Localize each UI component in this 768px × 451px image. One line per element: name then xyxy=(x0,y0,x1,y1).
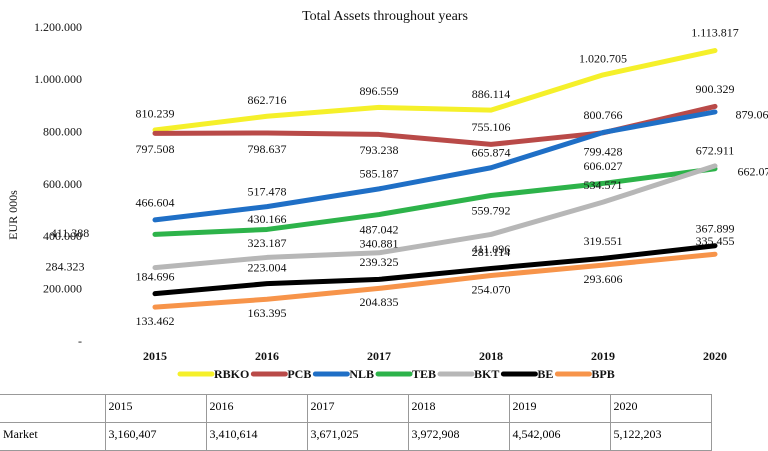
data-label: 184.696 xyxy=(136,269,175,283)
data-label: 797.508 xyxy=(136,142,175,156)
data-label: 900.329 xyxy=(696,82,735,96)
x-tick-label: 2018 xyxy=(479,349,503,363)
y-tick-label: 1.200.000 xyxy=(34,20,82,34)
table-header-cell: 2018 xyxy=(408,395,509,423)
legend-label: BPB xyxy=(591,367,614,381)
data-label: 672.911 xyxy=(696,144,735,158)
data-label: 204.835 xyxy=(360,295,399,309)
x-tick-label: 2015 xyxy=(143,349,167,363)
chart-title: Total Assets throughout years xyxy=(302,9,468,24)
data-label: 896.559 xyxy=(360,84,399,98)
data-label: 606.027 xyxy=(584,159,623,173)
y-axis-label: EUR 000s xyxy=(6,190,20,240)
data-label: 319.551 xyxy=(584,234,623,248)
table-cell: 5,122,203 xyxy=(610,423,711,451)
series-line xyxy=(155,51,715,130)
data-label: 293.606 xyxy=(584,272,623,286)
legend-label: PCB xyxy=(287,367,311,381)
data-label: 133.462 xyxy=(136,314,175,328)
y-tick-label: 600.000 xyxy=(43,177,82,191)
data-label: 799.428 xyxy=(584,145,623,159)
data-label: 886.114 xyxy=(472,87,511,101)
x-tick-label: 2020 xyxy=(703,349,727,363)
table-cell: 3,972,908 xyxy=(408,423,509,451)
data-label: 335.455 xyxy=(696,234,735,248)
data-label: 534.571 xyxy=(584,178,623,192)
table-cell: 3,410,614 xyxy=(206,423,307,451)
legend-label: NLB xyxy=(349,367,374,381)
legend-label: BKT xyxy=(474,367,499,381)
data-label: 254.070 xyxy=(472,282,511,296)
legend-label: BE xyxy=(537,367,553,381)
table-cell: Market xyxy=(0,423,105,451)
series-line xyxy=(155,246,715,294)
x-tick-label: 2017 xyxy=(367,349,391,363)
data-label: 559.792 xyxy=(472,203,511,217)
x-tick-label: 2016 xyxy=(255,349,279,363)
data-label: 323.187 xyxy=(248,236,287,250)
data-label: 862.716 xyxy=(248,93,287,107)
data-label: 1.113.817 xyxy=(691,25,739,39)
table-cell: 4,542,006 xyxy=(509,423,610,451)
y-tick-label: 200.000 xyxy=(43,281,82,295)
data-label: 487.042 xyxy=(360,222,399,236)
data-label: 223.004 xyxy=(248,260,287,274)
table-cell: 3,160,407 xyxy=(105,423,206,451)
y-tick-label: - xyxy=(78,334,82,348)
data-label: 281.114 xyxy=(472,245,511,259)
data-label: 585.187 xyxy=(360,167,399,181)
data-label: 239.325 xyxy=(360,255,399,269)
chart: Total Assets throughout years EUR 000s -… xyxy=(0,0,768,394)
data-label: 1.020.705 xyxy=(579,52,627,66)
x-tick-label: 2019 xyxy=(591,349,615,363)
data-label: 879.065 xyxy=(736,108,768,122)
data-label: 665.874 xyxy=(472,146,511,160)
data-label: 755.106 xyxy=(472,120,511,134)
data-label: 793.238 xyxy=(360,143,399,157)
data-label: 430.166 xyxy=(248,212,287,226)
table-header-cell: 2019 xyxy=(509,395,610,423)
table-header-cell: 2016 xyxy=(206,395,307,423)
data-label: 284.323 xyxy=(46,259,85,273)
data-label: 800.766 xyxy=(584,108,623,122)
legend-label: TEB xyxy=(412,367,436,381)
y-tick-label: 800.000 xyxy=(43,124,82,138)
y-tick-label: 1.000.000 xyxy=(34,72,82,86)
data-label: 163.395 xyxy=(248,306,287,320)
data-label: 466.604 xyxy=(136,196,175,210)
table-header-cell: 2017 xyxy=(307,395,408,423)
table-corner xyxy=(0,395,105,423)
data-label: 411.388 xyxy=(51,226,90,240)
legend-label: RBKO xyxy=(214,367,249,381)
data-label: 340.881 xyxy=(360,237,399,251)
data-label: 517.478 xyxy=(248,184,287,198)
data-label: 810.239 xyxy=(136,107,175,121)
data-label: 662.077 xyxy=(738,165,768,179)
table-header-cell: 2020 xyxy=(610,395,711,423)
table-header-cell: 2015 xyxy=(105,395,206,423)
data-label: 798.637 xyxy=(248,142,287,156)
table-cell: 3,671,025 xyxy=(307,423,408,451)
